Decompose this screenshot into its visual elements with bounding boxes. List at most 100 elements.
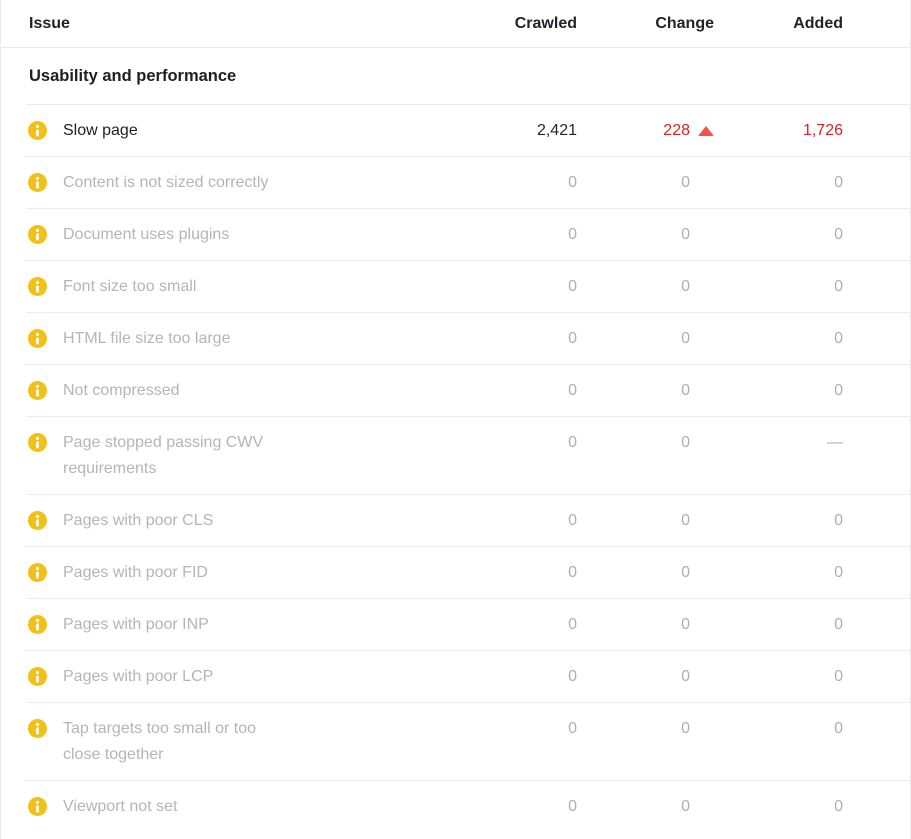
change-value: 0: [681, 330, 690, 347]
info-icon[interactable]: [28, 173, 47, 192]
added-value: 0: [834, 330, 843, 347]
issue-row-font-size-too-small: Font size too small 0 0 0: [26, 261, 910, 313]
issue-label: Pages with poor INP: [63, 616, 209, 633]
crawled-value: 0: [568, 174, 577, 191]
column-header-change: Change: [655, 14, 714, 32]
triangle-slot: [690, 664, 714, 690]
added-value: 0: [834, 616, 843, 633]
change-value: 0: [681, 798, 690, 815]
crawled-value: 0: [568, 720, 577, 737]
change-value: 0: [681, 174, 690, 191]
triangle-slot: [690, 560, 714, 586]
issue-label: HTML file size too large: [63, 330, 231, 347]
column-header-crawled: Crawled: [514, 14, 577, 32]
change-cell: 0: [577, 794, 714, 820]
info-icon[interactable]: [28, 381, 47, 400]
section-title: Usability and performance: [29, 66, 237, 85]
info-icon[interactable]: [28, 433, 47, 452]
added-value: 0: [834, 798, 843, 815]
added-value: 0: [834, 564, 843, 581]
change-cell: 0: [577, 274, 714, 300]
added-value: 0: [834, 668, 843, 685]
issue-label: Slow page: [63, 122, 138, 139]
crawled-value: 0: [568, 616, 577, 633]
crawled-value: 0: [568, 512, 577, 529]
change-cell: 0: [577, 222, 714, 248]
change-cell: 0: [577, 664, 714, 690]
issue-label: Page stopped passing CWV requirements: [63, 434, 264, 477]
issue-label: Pages with poor CLS: [63, 512, 214, 529]
issue-label: Not compressed: [63, 382, 180, 399]
column-header-added: Added: [793, 14, 843, 32]
info-icon[interactable]: [28, 563, 47, 582]
crawled-value: 0: [568, 278, 577, 295]
crawled-value: 0: [568, 330, 577, 347]
info-icon[interactable]: [28, 329, 47, 348]
issue-label: Content is not sized correctly: [63, 174, 269, 191]
issue-row-viewport-not-set: Viewport not set 0 0 0: [26, 781, 910, 833]
issues-list: Slow page 2,421 228 1,726 Content is not…: [26, 105, 910, 833]
crawled-value: 0: [568, 434, 577, 451]
triangle-slot: [690, 118, 714, 144]
added-value: 0: [834, 512, 843, 529]
info-icon[interactable]: [28, 667, 47, 686]
change-value: 0: [681, 564, 690, 581]
info-icon[interactable]: [28, 511, 47, 530]
info-icon[interactable]: [28, 225, 47, 244]
change-cell: 0: [577, 170, 714, 196]
triangle-slot: [690, 716, 714, 742]
change-cell: 228: [577, 118, 714, 144]
issue-row-content-not-sized: Content is not sized correctly 0 0 0: [26, 157, 910, 209]
issue-row-slow-page[interactable]: Slow page 2,421 228 1,726: [26, 105, 910, 157]
change-cell: 0: [577, 716, 714, 742]
issue-row-not-compressed: Not compressed 0 0 0: [26, 365, 910, 417]
issue-row-document-uses-plugins: Document uses plugins 0 0 0: [26, 209, 910, 261]
crawled-value: 0: [568, 668, 577, 685]
issue-row-pages-poor-inp: Pages with poor INP 0 0 0: [26, 599, 910, 651]
info-icon[interactable]: [28, 615, 47, 634]
change-cell: 0: [577, 430, 714, 456]
crawled-value: 2,421: [536, 122, 577, 139]
triangle-slot: [690, 430, 714, 456]
added-value: 0: [834, 382, 843, 399]
triangle-slot: [690, 326, 714, 352]
change-value: 0: [681, 668, 690, 685]
change-value: 0: [681, 616, 690, 633]
triangle-slot: [690, 794, 714, 820]
triangle-slot: [690, 508, 714, 534]
info-icon[interactable]: [28, 121, 47, 140]
issue-label: Font size too small: [63, 278, 197, 295]
triangle-slot: [690, 170, 714, 196]
triangle-slot: [690, 274, 714, 300]
info-icon[interactable]: [28, 797, 47, 816]
added-value: 0: [834, 226, 843, 243]
crawled-value: 0: [568, 798, 577, 815]
change-value: 0: [681, 512, 690, 529]
issue-label: Tap targets too small or too close toget…: [63, 720, 256, 763]
issue-row-cwv-requirements: Page stopped passing CWV requirements 0 …: [26, 417, 910, 495]
added-value: 0: [834, 720, 843, 737]
triangle-slot: [690, 222, 714, 248]
section-header: Usability and performance: [26, 48, 910, 105]
info-icon[interactable]: [28, 277, 47, 296]
info-icon[interactable]: [28, 719, 47, 738]
change-value: 0: [681, 226, 690, 243]
crawled-value: 0: [568, 382, 577, 399]
issue-label: Viewport not set: [63, 798, 178, 815]
issue-row-pages-poor-cls: Pages with poor CLS 0 0 0: [26, 495, 910, 547]
added-value: 0: [834, 278, 843, 295]
issue-row-pages-poor-fid: Pages with poor FID 0 0 0: [26, 547, 910, 599]
change-cell: 0: [577, 560, 714, 586]
change-cell: 0: [577, 612, 714, 638]
crawled-value: 0: [568, 226, 577, 243]
change-up-triangle-icon: [698, 126, 714, 136]
added-value: —: [827, 434, 843, 451]
issue-row-tap-targets: Tap targets too small or too close toget…: [26, 703, 910, 781]
change-cell: 0: [577, 326, 714, 352]
change-value: 0: [681, 720, 690, 737]
change-value: 0: [681, 278, 690, 295]
added-value: 0: [834, 174, 843, 191]
change-cell: 0: [577, 378, 714, 404]
issue-label: Document uses plugins: [63, 226, 230, 243]
